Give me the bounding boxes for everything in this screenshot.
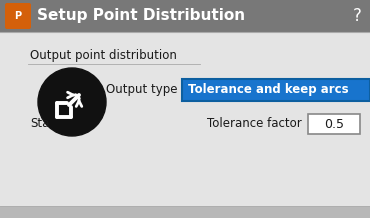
Bar — [182, 79, 370, 101]
FancyBboxPatch shape — [5, 3, 31, 29]
Text: Output type: Output type — [107, 83, 178, 97]
Circle shape — [38, 68, 106, 136]
Text: Setup Point Distribution: Setup Point Distribution — [37, 9, 245, 24]
Text: Tolerance and keep arcs: Tolerance and keep arcs — [188, 83, 349, 97]
Text: P: P — [14, 11, 21, 21]
FancyBboxPatch shape — [308, 114, 360, 134]
Text: Output point distribution: Output point distribution — [30, 49, 177, 63]
Text: 0.5: 0.5 — [324, 118, 344, 131]
Text: Sta: Sta — [30, 116, 49, 129]
Bar — [0, 206, 370, 218]
Bar — [0, 0, 370, 32]
Text: ?: ? — [353, 7, 361, 25]
Text: Tolerance factor: Tolerance factor — [207, 116, 302, 129]
